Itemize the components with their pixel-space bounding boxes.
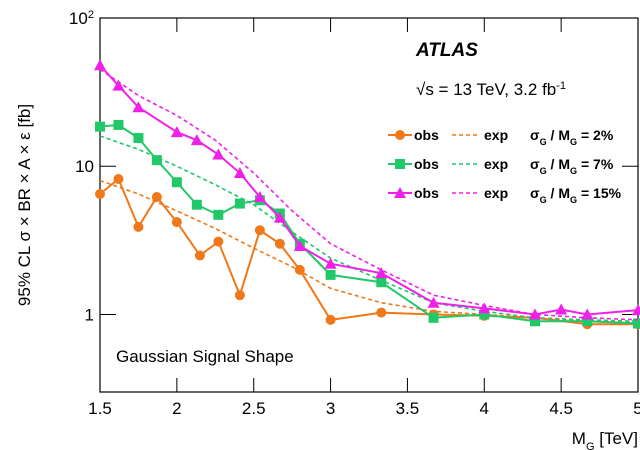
marker bbox=[582, 316, 593, 327]
marker bbox=[293, 239, 306, 251]
marker bbox=[133, 221, 144, 232]
marker bbox=[427, 296, 440, 308]
y-axis-label: 95% CL σ × BR × A × ε [fb] bbox=[15, 104, 34, 306]
marker bbox=[376, 307, 387, 318]
x-tick-label: 5 bbox=[633, 399, 640, 418]
legend-label: obs bbox=[414, 127, 439, 143]
marker bbox=[113, 119, 124, 130]
marker bbox=[633, 318, 640, 329]
legend-group-label: σG / MG = 2% bbox=[530, 127, 614, 147]
y-tick-label: 102 bbox=[69, 9, 94, 28]
marker bbox=[325, 269, 336, 280]
marker bbox=[95, 188, 105, 199]
marker bbox=[171, 217, 182, 228]
series-line bbox=[99, 68, 639, 321]
experiment-label: ATLAS bbox=[415, 40, 478, 61]
marker bbox=[394, 187, 406, 198]
marker bbox=[191, 199, 202, 210]
marker bbox=[530, 316, 541, 327]
marker bbox=[212, 148, 225, 160]
marker bbox=[190, 134, 203, 146]
marker bbox=[395, 159, 405, 169]
marker bbox=[170, 126, 183, 138]
marker bbox=[274, 238, 285, 249]
marker bbox=[132, 101, 145, 113]
energy-label: √s = 13 TeV, 3.2 fb-1 bbox=[416, 80, 566, 99]
marker bbox=[234, 198, 245, 209]
marker bbox=[94, 59, 106, 71]
marker bbox=[395, 130, 405, 140]
marker bbox=[151, 192, 162, 203]
legend-label: obs bbox=[414, 185, 439, 201]
marker bbox=[234, 290, 245, 301]
marker bbox=[112, 79, 125, 91]
x-tick-label: 4 bbox=[480, 399, 489, 418]
marker bbox=[133, 133, 144, 144]
marker bbox=[324, 257, 337, 269]
marker bbox=[294, 264, 305, 275]
marker bbox=[375, 267, 388, 279]
x-axis-label: MG [TeV] bbox=[572, 429, 638, 450]
marker bbox=[325, 314, 336, 325]
x-tick-label: 3.5 bbox=[396, 399, 420, 418]
legend-label: exp bbox=[484, 185, 508, 201]
marker bbox=[254, 225, 265, 236]
y-tick-label: 1 bbox=[85, 305, 94, 324]
legend-label: obs bbox=[414, 156, 439, 172]
x-tick-label: 2 bbox=[172, 399, 181, 418]
marker bbox=[213, 236, 224, 247]
x-tick-label: 3 bbox=[326, 399, 335, 418]
legend-group-label: σG / MG = 15% bbox=[530, 185, 622, 205]
y-tick-label: 10 bbox=[75, 157, 94, 176]
shape-label: Gaussian Signal Shape bbox=[116, 347, 294, 366]
marker bbox=[233, 167, 246, 179]
x-tick-label: 2.5 bbox=[242, 399, 266, 418]
plot-frame bbox=[99, 17, 639, 393]
marker bbox=[479, 309, 490, 320]
marker bbox=[529, 308, 542, 320]
marker bbox=[376, 277, 387, 288]
marker bbox=[194, 250, 205, 261]
marker bbox=[151, 155, 162, 166]
marker bbox=[428, 312, 439, 323]
series-line bbox=[99, 64, 639, 316]
marker bbox=[632, 304, 640, 316]
marker bbox=[478, 302, 491, 314]
x-tick-label: 1.5 bbox=[88, 399, 112, 418]
marker bbox=[581, 308, 594, 320]
marker bbox=[113, 174, 124, 185]
marker bbox=[213, 209, 224, 220]
marker bbox=[253, 191, 266, 203]
marker bbox=[95, 121, 105, 132]
marker bbox=[171, 177, 182, 188]
x-tick-label: 4.5 bbox=[549, 399, 573, 418]
legend-label: exp bbox=[484, 156, 508, 172]
legend-label: exp bbox=[484, 127, 508, 143]
legend-group-label: σG / MG = 7% bbox=[530, 156, 614, 176]
marker bbox=[555, 303, 568, 315]
series-line bbox=[99, 179, 639, 324]
marker bbox=[273, 211, 286, 223]
